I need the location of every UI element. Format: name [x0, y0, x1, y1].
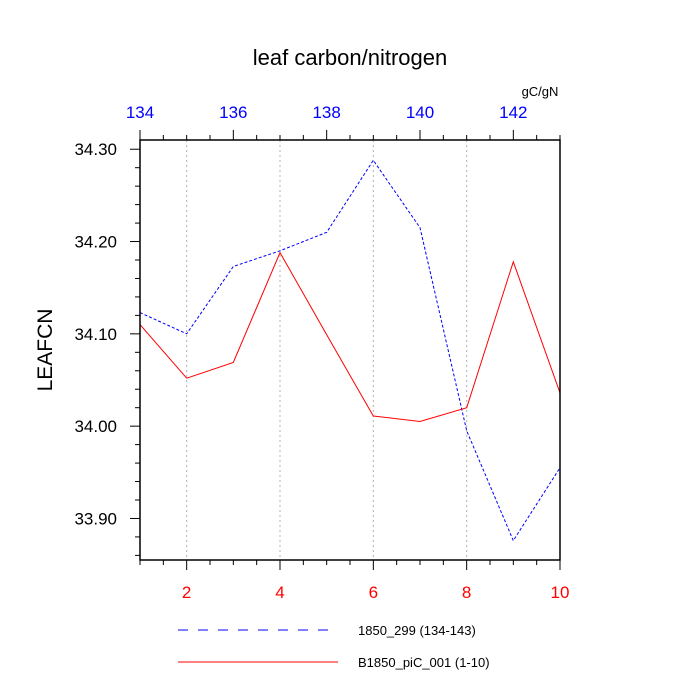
series-line-2	[139, 251, 561, 423]
legend-label-1: 1850_299 (134-143)	[358, 623, 476, 638]
legend-label-2: B1850_piC_001 (1-10)	[358, 655, 490, 670]
x-tick-label: 2	[182, 583, 191, 602]
top-tick-label: 140	[406, 103, 434, 122]
x-tick-label: 6	[369, 583, 378, 602]
series-line-1	[139, 159, 561, 542]
top-tick-label: 138	[312, 103, 340, 122]
x-tick-label: 4	[275, 583, 284, 602]
y-tick-label: 34.30	[74, 140, 117, 159]
top-tick-label: 142	[499, 103, 527, 122]
top-tick-label: 134	[126, 103, 154, 122]
x-tick-label: 10	[551, 583, 570, 602]
units-label: gC/gN	[522, 84, 559, 99]
x-tick-label: 8	[462, 583, 471, 602]
chart-title: leaf carbon/nitrogen	[253, 45, 447, 70]
plot-frame	[139, 139, 561, 561]
y-tick-label: 33.90	[74, 509, 117, 528]
y-tick-label: 34.20	[74, 233, 117, 252]
axes: 2 4 6 8 10 134 136 138 140 142 33.90 34.00 34.10 34.2…	[74, 103, 569, 602]
y-tick-label: 34.00	[74, 417, 117, 436]
legend: 1850_299 (134-143) B1850_piC_001 (1-10)	[178, 623, 490, 670]
y-axis-label: LEAFCN	[34, 309, 57, 392]
top-tick-label: 136	[219, 103, 247, 122]
series-lines	[139, 159, 561, 542]
grid-lines	[186, 140, 468, 560]
y-tick-label: 34.10	[74, 325, 117, 344]
